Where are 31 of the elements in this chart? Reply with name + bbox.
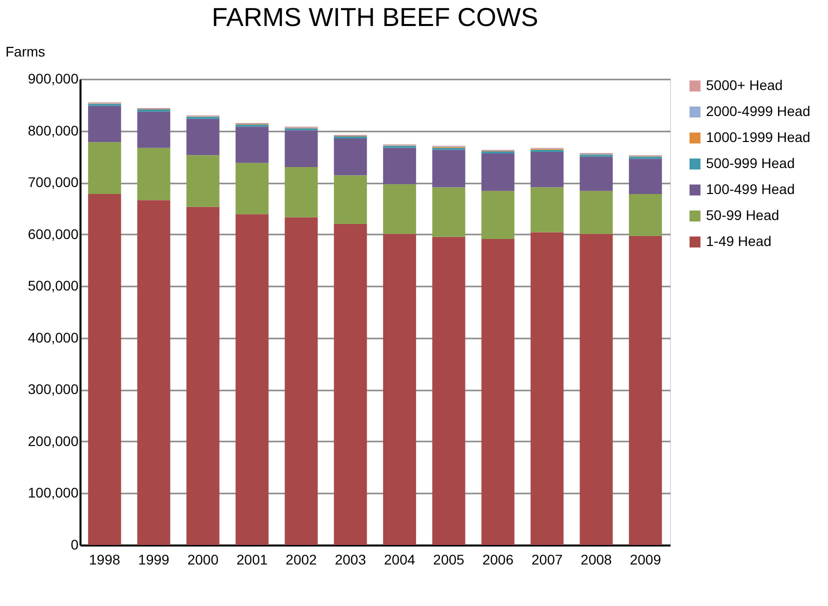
- y-tick-label: 300,000: [28, 381, 79, 398]
- x-tick-label: 2006: [482, 552, 514, 568]
- y-tick-label: 800,000: [28, 122, 79, 138]
- y-axis-title: Farms: [6, 44, 46, 60]
- x-tick-label: 1999: [138, 552, 170, 568]
- x-tick-label: 2005: [433, 552, 465, 568]
- legend-label: 50-99 Head: [706, 207, 780, 223]
- y-tick-label: 0: [70, 536, 79, 552]
- x-tick-label: 2001: [236, 552, 268, 568]
- x-tick-label: 2000: [187, 552, 219, 568]
- x-tick-label: 2007: [532, 552, 563, 568]
- legend-label: 2000-4999 Head: [706, 103, 810, 119]
- y-tick-label: 200,000: [28, 432, 79, 449]
- y-tick-label: 900,000: [28, 70, 79, 86]
- x-tick-label: 2008: [580, 552, 612, 568]
- x-tick-label: 2002: [286, 552, 318, 568]
- x-tick-label: 2009: [630, 552, 662, 568]
- legend-label: 5000+ Head: [706, 77, 783, 93]
- x-tick-label: 2004: [384, 552, 416, 568]
- legend-label: 500-999 Head: [706, 155, 795, 171]
- y-tick-label: 500,000: [28, 278, 79, 294]
- legend-label: 1000-1999 Head: [706, 129, 810, 145]
- y-tick-label: 700,000: [28, 174, 79, 190]
- y-tick-label: 100,000: [28, 484, 79, 501]
- x-tick-label: 1998: [89, 552, 120, 568]
- legend-label: 100-499 Head: [706, 181, 795, 197]
- y-tick-label: 400,000: [28, 329, 79, 346]
- chart-title: FARMS WITH BEEF COWS: [212, 2, 538, 32]
- x-tick-label: 2003: [334, 552, 366, 568]
- legend-label: 1-49 Head: [706, 233, 772, 249]
- y-tick-label: 600,000: [28, 226, 79, 242]
